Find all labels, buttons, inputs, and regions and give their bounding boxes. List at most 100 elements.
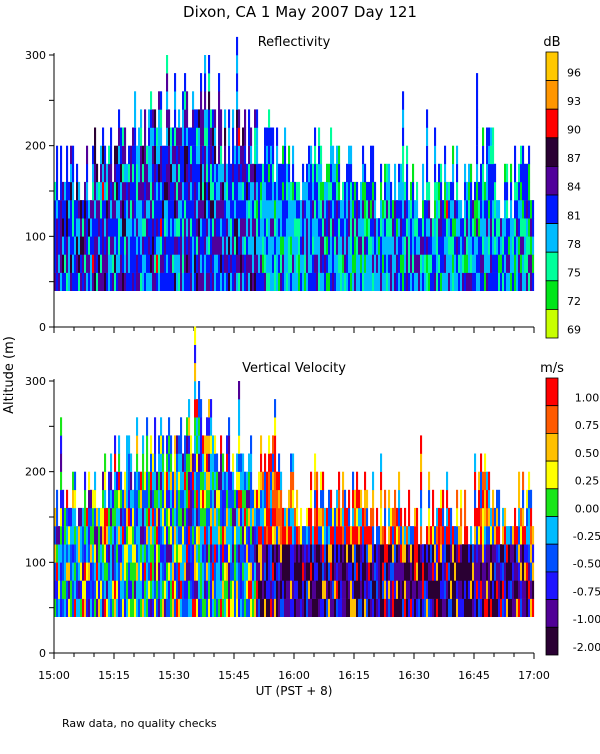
heatmap-cell <box>528 562 531 581</box>
heatmap-cell <box>224 218 227 237</box>
heatmap-cell <box>314 145 317 165</box>
heatmap-cell <box>82 544 85 563</box>
heatmap-cell <box>154 181 157 201</box>
heatmap-cell <box>178 272 181 291</box>
heatmap-cell <box>256 145 259 165</box>
heatmap-cell <box>76 181 79 201</box>
heatmap-cell <box>140 145 143 165</box>
heatmap-cell <box>380 200 383 219</box>
heatmap-cell <box>242 507 245 527</box>
heatmap-cell <box>240 254 243 273</box>
heatmap-cell <box>248 109 251 128</box>
heatmap-cell <box>178 580 181 599</box>
heatmap-cell <box>72 236 75 255</box>
heatmap-cell <box>384 218 387 237</box>
heatmap-cell <box>262 580 265 599</box>
heatmap-cell <box>272 163 275 183</box>
heatmap-cell <box>412 200 415 219</box>
heatmap-cell <box>488 163 491 183</box>
heatmap-cell <box>486 145 489 165</box>
heatmap-cell <box>364 163 367 183</box>
heatmap-cell <box>282 254 285 273</box>
heatmap-cell <box>138 471 141 491</box>
heatmap-cell <box>306 507 309 527</box>
heatmap-cell <box>196 507 199 527</box>
heatmap-cell <box>114 580 117 599</box>
heatmap-cell <box>72 580 75 599</box>
heatmap-cell <box>478 200 481 219</box>
heatmap-cell <box>408 598 411 617</box>
heatmap-cell <box>174 507 177 527</box>
heatmap-cell <box>202 127 205 146</box>
heatmap-cell <box>64 526 67 545</box>
heatmap-cell <box>314 507 317 527</box>
heatmap-cell <box>166 526 169 545</box>
heatmap-cell <box>54 218 57 237</box>
heatmap-cell <box>222 181 225 201</box>
heatmap-cell <box>294 526 297 545</box>
heatmap-cell <box>370 507 373 527</box>
heatmap-cell <box>152 526 155 545</box>
heatmap-cell <box>498 526 501 545</box>
heatmap-cell <box>244 109 247 128</box>
heatmap-cell <box>520 200 523 219</box>
heatmap-cell <box>330 489 333 509</box>
heatmap-cell <box>492 544 495 563</box>
heatmap-cell <box>212 236 215 255</box>
heatmap-cell <box>146 145 149 165</box>
heatmap-cell <box>506 254 509 273</box>
heatmap-cell <box>84 181 87 201</box>
heatmap-cell <box>196 200 199 219</box>
heatmap-cell <box>176 127 179 146</box>
heatmap-cell <box>134 200 137 219</box>
heatmap-cell <box>142 507 145 527</box>
heatmap-cell <box>276 598 279 617</box>
heatmap-cell <box>314 254 317 273</box>
heatmap-cell <box>518 218 521 237</box>
heatmap-cell <box>268 254 271 273</box>
heatmap-cell <box>474 200 477 219</box>
heatmap-cell <box>330 526 333 545</box>
heatmap-cell <box>258 507 261 527</box>
heatmap-cell <box>298 598 301 617</box>
colorbar-units: m/s <box>540 361 564 376</box>
heatmap-cell <box>182 200 185 219</box>
heatmap-cell <box>226 453 229 472</box>
heatmap-cell <box>316 562 319 581</box>
heatmap-cell <box>340 200 343 219</box>
heatmap-cell <box>208 254 211 273</box>
heatmap-cell <box>514 254 517 273</box>
heatmap-cell <box>118 580 121 599</box>
heatmap-cell <box>368 598 371 617</box>
heatmap-cell <box>468 200 471 219</box>
heatmap-cell <box>98 544 101 563</box>
heatmap-cell <box>230 598 233 617</box>
heatmap-cell <box>402 91 405 110</box>
heatmap-cell <box>362 218 365 237</box>
heatmap-cell <box>72 598 75 617</box>
heatmap-cell <box>376 218 379 237</box>
heatmap-cell <box>132 163 135 183</box>
heatmap-cell <box>338 544 341 563</box>
heatmap-cell <box>208 91 211 110</box>
heatmap-cell <box>132 580 135 599</box>
heatmap-cell <box>394 544 397 563</box>
heatmap-cell <box>242 145 245 165</box>
heatmap-cell <box>488 218 491 237</box>
heatmap-cell <box>210 562 213 581</box>
heatmap-cell <box>86 598 89 617</box>
heatmap-cell <box>286 163 289 183</box>
heatmap-cell <box>348 254 351 273</box>
heatmap-cell <box>144 598 147 617</box>
heatmap-cell <box>376 562 379 581</box>
heatmap-cell <box>274 417 277 436</box>
heatmap-cell <box>444 580 447 599</box>
heatmap-cell <box>260 526 263 545</box>
heatmap-cell <box>528 163 531 183</box>
heatmap-cell <box>62 218 65 237</box>
heatmap-cell <box>336 218 339 237</box>
colorbar-label: -2.00 <box>573 641 600 654</box>
heatmap-cell <box>326 598 329 617</box>
heatmap-cell <box>432 507 435 527</box>
